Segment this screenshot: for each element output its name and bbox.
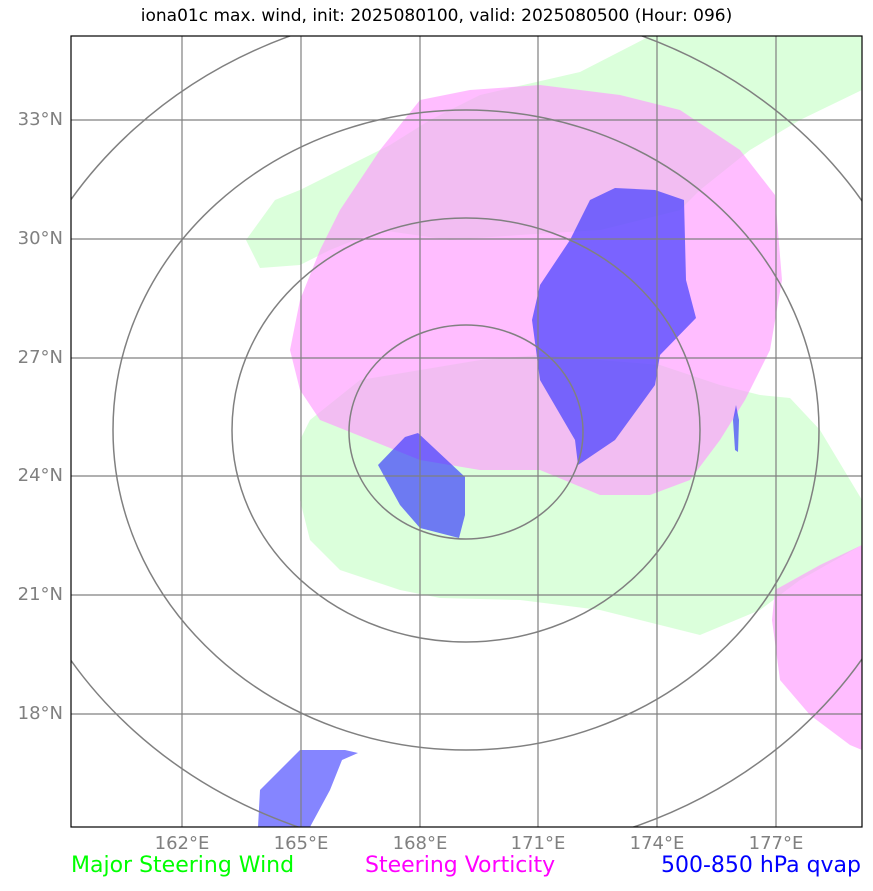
lat-label-18n: 18°N (17, 703, 63, 724)
range-rings (71, 36, 862, 827)
qvap-region (258, 750, 358, 827)
lat-label-33n: 33°N (17, 109, 63, 130)
qvap-region (733, 405, 739, 452)
qvap-region (378, 433, 465, 538)
lon-label-177e: 177°E (748, 833, 804, 854)
map-frame (70, 35, 863, 828)
lon-label-162e: 162°E (154, 833, 210, 854)
steering-vorticity-region (290, 85, 782, 495)
lon-label-174e: 174°E (629, 833, 685, 854)
legend-steering-vorticity: Steering Vorticity (365, 853, 556, 878)
legend-steering-wind: Major Steering Wind (71, 853, 295, 878)
lon-label-171e: 171°E (510, 833, 566, 854)
lon-label-168e: 168°E (392, 833, 448, 854)
graticule (71, 36, 862, 827)
lat-label-30n: 30°N (17, 228, 63, 249)
legend-qvap: 500-850 hPa qvap (660, 853, 861, 878)
lat-label-24n: 24°N (17, 465, 63, 486)
qvap-region (532, 188, 696, 465)
steering-vorticity-region (772, 545, 862, 750)
lat-label-27n: 27°N (17, 347, 63, 368)
lon-label-165e: 165°E (273, 833, 329, 854)
map-title: iona01c max. wind, init: 2025080100, val… (140, 6, 733, 26)
lat-label-21n: 21°N (17, 584, 63, 605)
